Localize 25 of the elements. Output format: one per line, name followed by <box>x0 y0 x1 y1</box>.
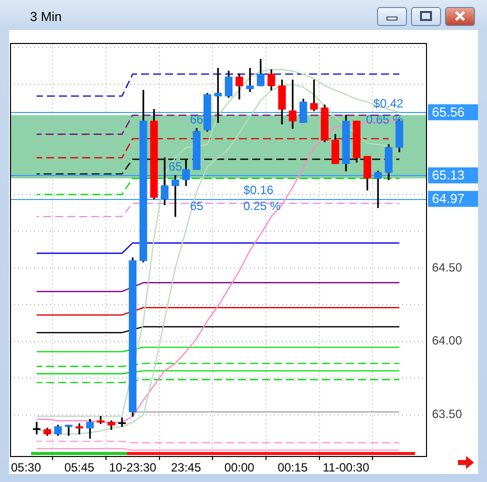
x-tick-label: 05:30 <box>10 460 42 475</box>
candlestick <box>374 170 382 208</box>
x-tick-label: 23:45 <box>170 460 202 475</box>
x-tick-label: 05:45 <box>64 460 95 475</box>
candlestick <box>310 80 318 112</box>
annotation: $0.42 <box>373 96 404 111</box>
y-tick-label: 63.50 <box>432 407 462 422</box>
x-tick-label: 00:15 <box>278 460 308 475</box>
ref-line-label: 64.97 <box>432 190 465 206</box>
x-tick-label: 10-23:30 <box>108 460 157 475</box>
candlestick <box>118 417 126 427</box>
x-tick-label: 00:00 <box>224 460 255 475</box>
x-tick-label: 11-00:30 <box>322 460 370 475</box>
y-tick-label: 64.50 <box>432 260 462 274</box>
chart-title: 3 Min <box>30 9 62 24</box>
candlestick <box>246 68 254 92</box>
annotation: $0.16 <box>243 183 274 198</box>
ref-line-label: 65.56 <box>432 104 465 120</box>
annotation: 0.25 % <box>243 199 282 214</box>
annotation: 66 <box>190 112 204 127</box>
ref-line-label: 65.13 <box>432 167 465 182</box>
candlestick <box>214 68 222 123</box>
annotation: 65 <box>190 199 204 214</box>
y-tick-label: 64.00 <box>432 334 462 348</box>
annotation: 65 <box>168 160 182 174</box>
